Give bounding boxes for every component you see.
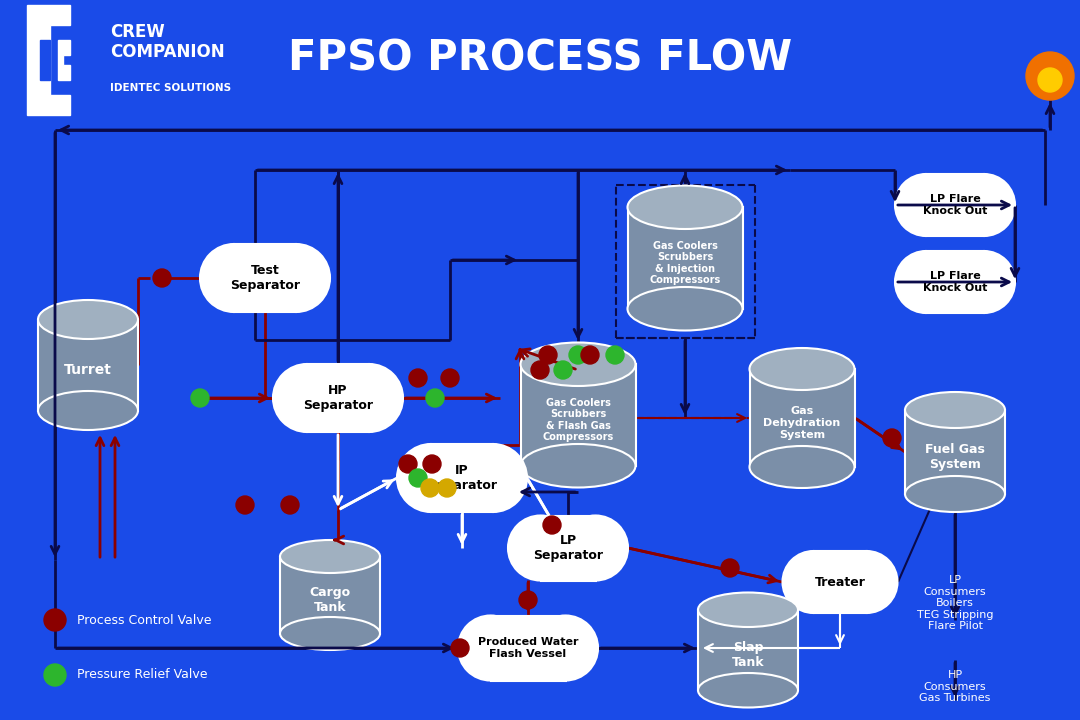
Bar bbox=[698, 610, 798, 690]
Text: Treater: Treater bbox=[814, 575, 865, 588]
Circle shape bbox=[237, 496, 254, 514]
Circle shape bbox=[44, 609, 66, 631]
Circle shape bbox=[1038, 68, 1062, 92]
Ellipse shape bbox=[698, 593, 798, 627]
Bar bbox=[307, 364, 369, 432]
Text: Turret: Turret bbox=[64, 363, 112, 377]
Text: FPSO PROCESS FLOW: FPSO PROCESS FLOW bbox=[288, 37, 792, 79]
Bar bbox=[521, 364, 635, 466]
Ellipse shape bbox=[783, 551, 845, 613]
Bar bbox=[490, 616, 566, 680]
Circle shape bbox=[721, 559, 739, 577]
Ellipse shape bbox=[905, 392, 1005, 428]
Ellipse shape bbox=[280, 540, 380, 573]
Bar bbox=[926, 174, 984, 236]
PathPatch shape bbox=[1032, 52, 1068, 88]
Text: Pressure Relief Valve: Pressure Relief Valve bbox=[77, 668, 207, 682]
Circle shape bbox=[423, 455, 441, 473]
Ellipse shape bbox=[200, 244, 268, 312]
Text: LP Flare
Knock Out: LP Flare Knock Out bbox=[922, 194, 987, 216]
Text: Process Control Valve: Process Control Valve bbox=[77, 613, 212, 626]
Text: Slap
Tank: Slap Tank bbox=[731, 641, 765, 669]
Ellipse shape bbox=[397, 444, 465, 512]
Ellipse shape bbox=[627, 186, 743, 229]
Circle shape bbox=[531, 361, 549, 379]
Text: Gas Coolers
Scrubbers
& Injection
Compressors: Gas Coolers Scrubbers & Injection Compre… bbox=[649, 240, 720, 285]
Circle shape bbox=[281, 496, 299, 514]
Circle shape bbox=[421, 479, 438, 497]
Circle shape bbox=[153, 269, 171, 287]
Ellipse shape bbox=[836, 551, 897, 613]
Bar bbox=[280, 557, 380, 634]
Bar bbox=[540, 516, 595, 580]
Bar bbox=[431, 444, 492, 512]
Ellipse shape bbox=[273, 364, 341, 432]
Ellipse shape bbox=[953, 174, 1015, 236]
Circle shape bbox=[606, 346, 624, 364]
Ellipse shape bbox=[521, 444, 635, 487]
Circle shape bbox=[883, 429, 901, 447]
Bar bbox=[750, 369, 854, 467]
Text: IP
Separator: IP Separator bbox=[427, 464, 497, 492]
Bar bbox=[234, 244, 296, 312]
Ellipse shape bbox=[563, 516, 627, 580]
Text: Test
Separator: Test Separator bbox=[230, 264, 300, 292]
Text: LP
Consumers
Boilers
TEG Stripping
Flare Pilot: LP Consumers Boilers TEG Stripping Flare… bbox=[917, 575, 994, 631]
Circle shape bbox=[426, 389, 444, 407]
Circle shape bbox=[409, 469, 427, 487]
Ellipse shape bbox=[905, 476, 1005, 512]
Bar bbox=[905, 410, 1005, 494]
Ellipse shape bbox=[280, 617, 380, 650]
Ellipse shape bbox=[458, 616, 523, 680]
Text: CREW
COMPANION: CREW COMPANION bbox=[110, 22, 225, 61]
Polygon shape bbox=[58, 40, 70, 80]
Circle shape bbox=[569, 346, 588, 364]
Polygon shape bbox=[40, 40, 50, 80]
Circle shape bbox=[1026, 52, 1074, 100]
Ellipse shape bbox=[38, 300, 138, 339]
Circle shape bbox=[554, 361, 572, 379]
Ellipse shape bbox=[534, 616, 598, 680]
Ellipse shape bbox=[508, 516, 573, 580]
Circle shape bbox=[438, 479, 456, 497]
Ellipse shape bbox=[262, 244, 330, 312]
Circle shape bbox=[44, 664, 66, 686]
Ellipse shape bbox=[750, 348, 854, 390]
Text: IDENTEC SOLUTIONS: IDENTEC SOLUTIONS bbox=[110, 83, 231, 93]
Text: Fuel Gas
System: Fuel Gas System bbox=[926, 443, 985, 471]
Circle shape bbox=[581, 346, 599, 364]
Ellipse shape bbox=[953, 251, 1015, 313]
Text: Gas Coolers
Scrubbers
& Flash Gas
Compressors: Gas Coolers Scrubbers & Flash Gas Compre… bbox=[542, 397, 613, 442]
Ellipse shape bbox=[459, 444, 527, 512]
Bar bbox=[627, 207, 743, 309]
Text: HP
Consumers
Gas Turbines: HP Consumers Gas Turbines bbox=[919, 670, 990, 703]
Circle shape bbox=[399, 455, 417, 473]
Circle shape bbox=[519, 591, 537, 609]
Ellipse shape bbox=[521, 343, 635, 386]
Circle shape bbox=[539, 346, 557, 364]
Circle shape bbox=[543, 516, 561, 534]
Circle shape bbox=[191, 389, 210, 407]
Text: Cargo
Tank: Cargo Tank bbox=[310, 586, 351, 614]
Ellipse shape bbox=[895, 174, 957, 236]
Ellipse shape bbox=[750, 446, 854, 488]
Bar bbox=[813, 551, 866, 613]
Ellipse shape bbox=[38, 391, 138, 430]
Bar bbox=[38, 320, 138, 410]
Ellipse shape bbox=[895, 251, 957, 313]
Ellipse shape bbox=[698, 673, 798, 708]
Text: HP
Separator: HP Separator bbox=[303, 384, 373, 412]
Circle shape bbox=[451, 639, 469, 657]
Ellipse shape bbox=[627, 287, 743, 330]
Polygon shape bbox=[27, 5, 70, 115]
Text: LP
Separator: LP Separator bbox=[534, 534, 603, 562]
Text: LP Flare
Knock Out: LP Flare Knock Out bbox=[922, 271, 987, 293]
Bar bbox=[926, 251, 984, 313]
Ellipse shape bbox=[335, 364, 403, 432]
Text: Gas
Dehydration
System: Gas Dehydration System bbox=[764, 406, 840, 440]
Circle shape bbox=[409, 369, 427, 387]
Circle shape bbox=[441, 369, 459, 387]
Text: Produced Water
Flash Vessel: Produced Water Flash Vessel bbox=[477, 637, 578, 659]
